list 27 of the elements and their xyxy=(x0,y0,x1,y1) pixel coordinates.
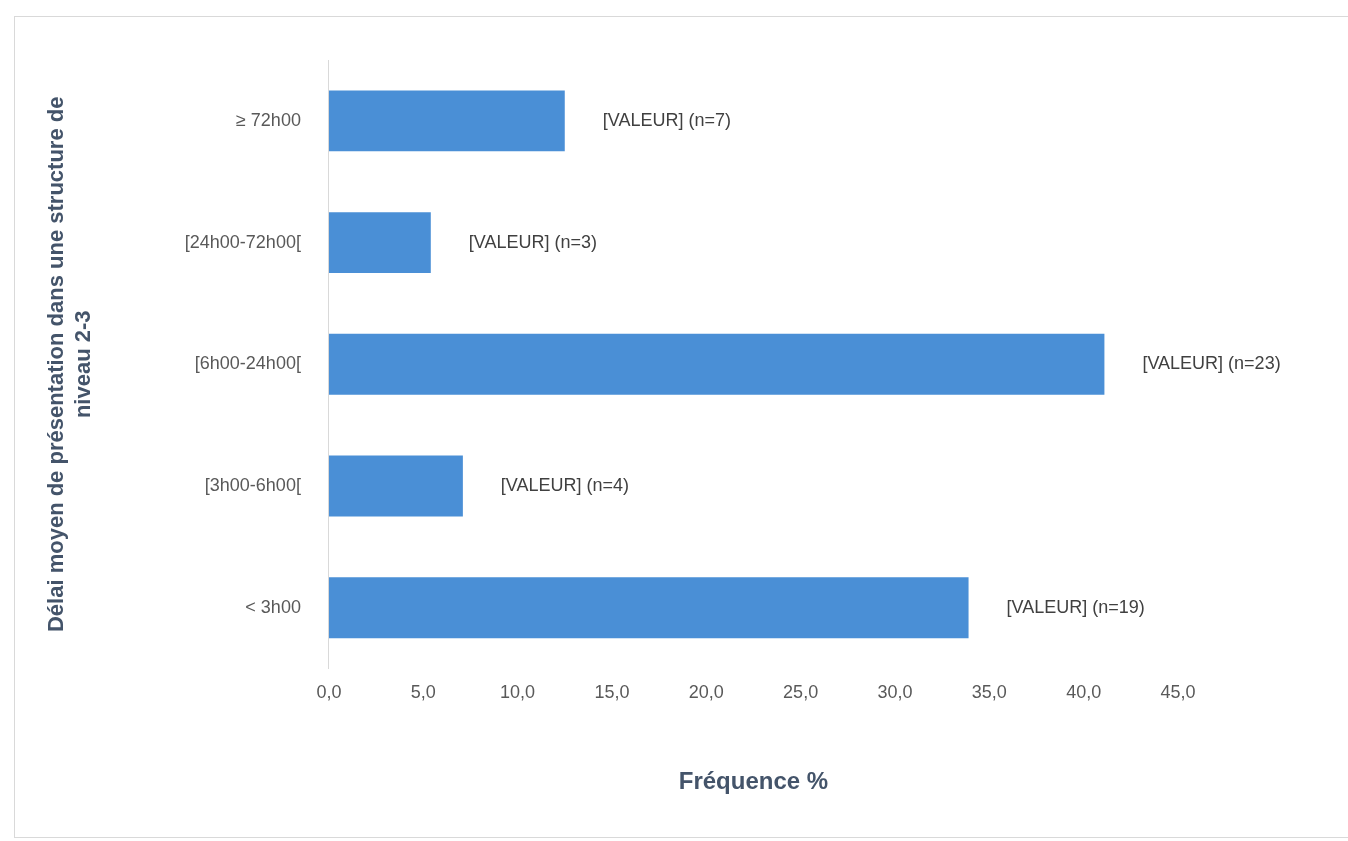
annotation: [VALEUR] (n=19) xyxy=(1006,596,1145,617)
bar xyxy=(328,333,1105,395)
x-tick-label: 5,0 xyxy=(410,682,436,703)
x-tick-label: 0,0 xyxy=(316,682,342,703)
x-tick-label: 35,0 xyxy=(971,682,1007,703)
y-tick-label: [24h00-72h00[ xyxy=(184,231,301,252)
x-tick-label: 10,0 xyxy=(500,682,536,703)
x-tick-label: 25,0 xyxy=(783,682,819,703)
annotation: [VALEUR] (n=4) xyxy=(500,474,630,495)
y-axis-title: Délai moyen de présentation dans une structure de niveau 2-3 xyxy=(43,96,95,633)
x-tick-label: 15,0 xyxy=(594,682,630,703)
bar xyxy=(328,90,565,152)
bar xyxy=(328,577,969,639)
bar xyxy=(328,212,431,274)
x-tick-label: 40,0 xyxy=(1066,682,1102,703)
y-tick-label: [3h00-6h00[ xyxy=(204,474,301,495)
x-tick-label: 45,0 xyxy=(1160,682,1196,703)
bar xyxy=(328,455,463,517)
annotation: [VALEUR] (n=23) xyxy=(1142,353,1281,374)
y-tick-label: [6h00-24h00[ xyxy=(194,353,301,374)
annotation: [VALEUR] (n=3) xyxy=(468,231,598,252)
x-tick-label: 30,0 xyxy=(877,682,913,703)
x-axis-title: Fréquence % xyxy=(678,767,829,795)
y-tick-label: ≥ 72h00 xyxy=(235,109,301,130)
x-tick-label: 20,0 xyxy=(688,682,724,703)
y-tick-label: < 3h00 xyxy=(245,596,301,617)
annotation: [VALEUR] (n=7) xyxy=(602,109,731,130)
